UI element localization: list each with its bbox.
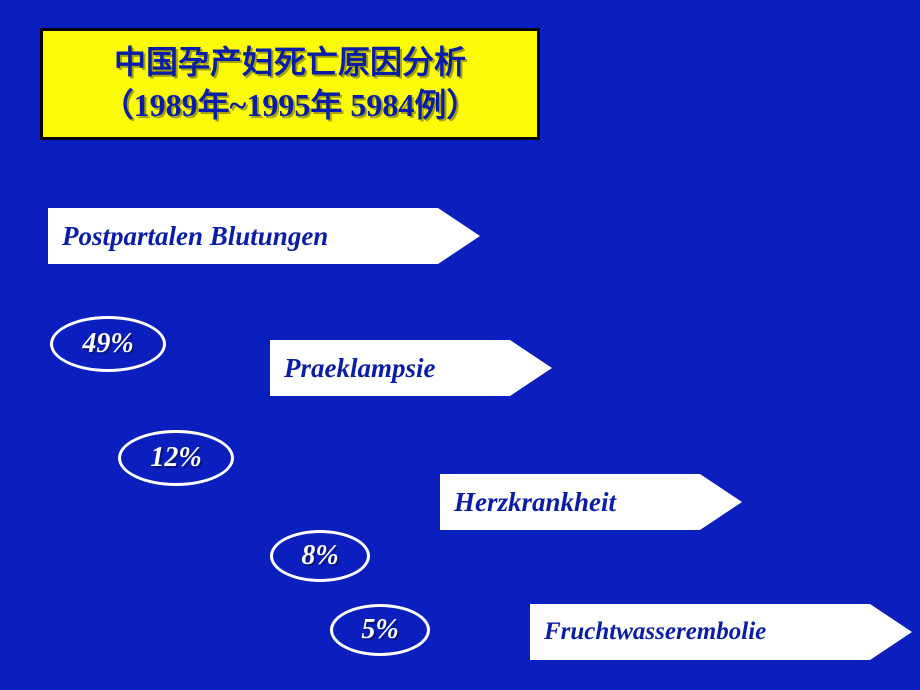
title-line-2: （1989年~1995年 5984例） xyxy=(61,84,519,127)
arrow-postpartum: Postpartalen Blutungen xyxy=(48,208,480,264)
arrow-head-icon xyxy=(700,474,742,530)
arrow-amniotic-embolism: Fruchtwasserembolie xyxy=(530,604,912,660)
slide: 中国孕产妇死亡原因分析 （1989年~1995年 5984例） Postpart… xyxy=(0,0,920,690)
arrow-label: Postpartalen Blutungen xyxy=(48,208,438,264)
pct-8: 8% xyxy=(270,530,370,582)
pct-5: 5% xyxy=(330,604,430,656)
arrow-preeclampsia: Praeklampsie xyxy=(270,340,552,396)
pct-12: 12% xyxy=(118,430,234,486)
title-line-1: 中国孕产妇死亡原因分析 xyxy=(61,41,519,84)
arrow-label: Praeklampsie xyxy=(270,340,510,396)
arrow-head-icon xyxy=(438,208,480,264)
arrow-label: Fruchtwasserembolie xyxy=(530,604,870,660)
arrow-heart-disease: Herzkrankheit xyxy=(440,474,742,530)
pct-49: 49% xyxy=(50,316,166,372)
arrow-head-icon xyxy=(870,604,912,660)
title-box: 中国孕产妇死亡原因分析 （1989年~1995年 5984例） xyxy=(40,28,540,140)
arrow-head-icon xyxy=(510,340,552,396)
arrow-label: Herzkrankheit xyxy=(440,474,700,530)
